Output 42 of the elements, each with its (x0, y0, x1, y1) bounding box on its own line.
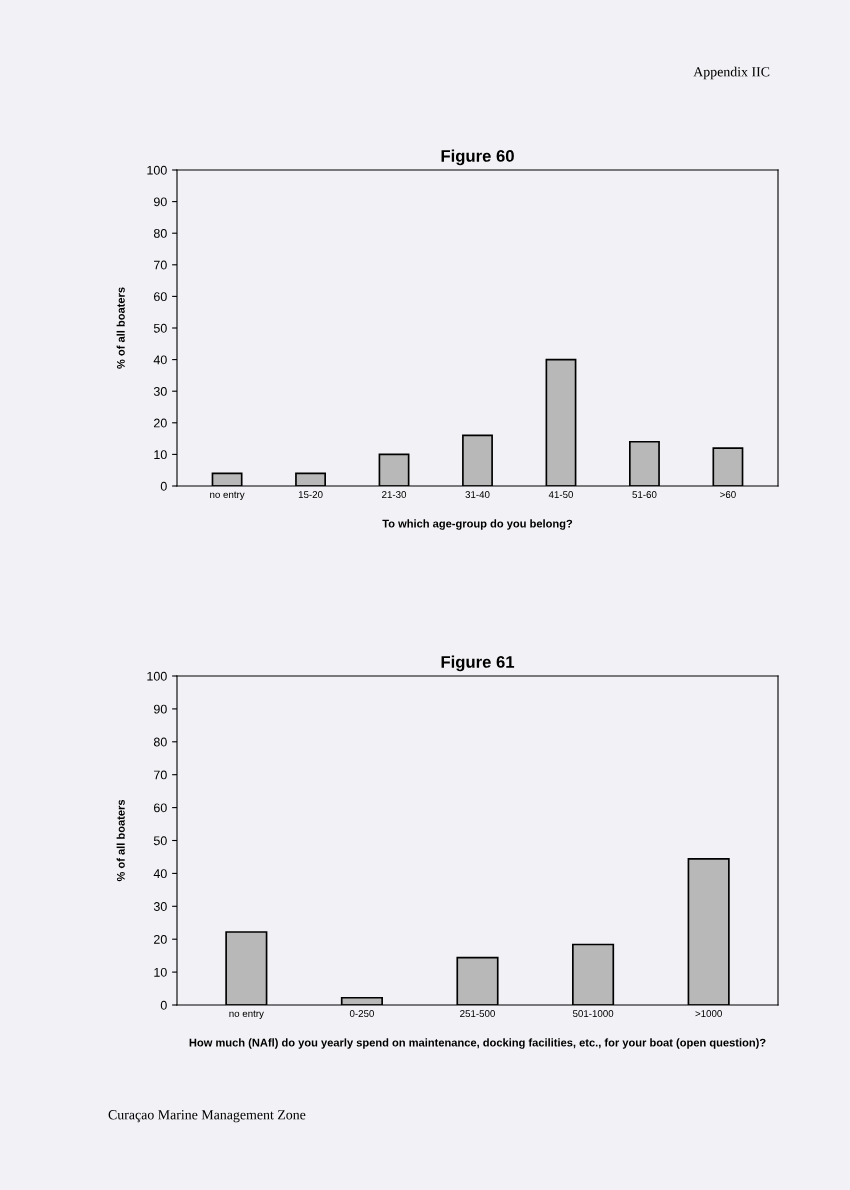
x-axis-title: To which age-group do you belong? (382, 519, 573, 530)
x-tick-label: 21-30 (382, 491, 407, 498)
y-tick-label: 40 (153, 355, 167, 365)
x-tick-label: 41-50 (548, 491, 574, 498)
y-tick-label: 80 (153, 229, 167, 238)
x-tick-label: >1000 (695, 1010, 722, 1017)
y-tick-label: 60 (154, 803, 167, 813)
x-tick-label: 15-20 (298, 491, 323, 498)
x-tick-label: 51-60 (632, 491, 657, 498)
y-tick-label: 100 (147, 671, 167, 681)
y-tick-label: 20 (154, 935, 167, 944)
y-tick-label: 60 (154, 292, 167, 302)
y-tick-label: 10 (154, 967, 167, 977)
y-tick-label: 20 (154, 418, 167, 428)
y-tick-label: 0 (160, 481, 167, 491)
chart-title: Figure 60 (441, 149, 514, 166)
x-tick-label: no entry (229, 1010, 264, 1019)
y-tick-label: 50 (153, 323, 167, 333)
y-tick-label: 30 (153, 902, 167, 911)
y-tick-label: 70 (154, 770, 167, 780)
y-tick-label: 100 (147, 165, 167, 175)
y-tick-label: 90 (153, 197, 167, 207)
text: Curaçao Marine Management Zone (108, 1110, 306, 1123)
y-axis-title: % of all boaters (116, 799, 125, 882)
x-tick-label: 31-40 (465, 491, 490, 498)
text: Appendix IIC (693, 66, 770, 80)
y-tick-label: 0 (160, 1000, 167, 1010)
y-tick-label: 80 (153, 737, 167, 747)
y-tick-label: 40 (153, 869, 167, 879)
x-tick-label: >60 (720, 491, 736, 498)
x-tick-label: 0-250 (349, 1010, 374, 1017)
x-tick-label: no entry (210, 491, 245, 500)
y-tick-label: 30 (153, 387, 167, 396)
y-tick-label: 90 (153, 704, 167, 714)
x-tick-label: 251-500 (460, 1010, 495, 1017)
y-tick-label: 50 (153, 836, 167, 846)
chart-title: Figure 61 (441, 655, 515, 672)
y-axis-title: % of all boaters (116, 287, 125, 369)
x-tick-label: 501-1000 (572, 1010, 614, 1017)
y-tick-label: 70 (154, 260, 167, 270)
y-tick-label: 10 (154, 450, 167, 460)
x-axis-title: How much (NAfl) do you yearly spend on maintenance, docking facilities, etc., for your boat (open question)? (189, 1038, 766, 1049)
